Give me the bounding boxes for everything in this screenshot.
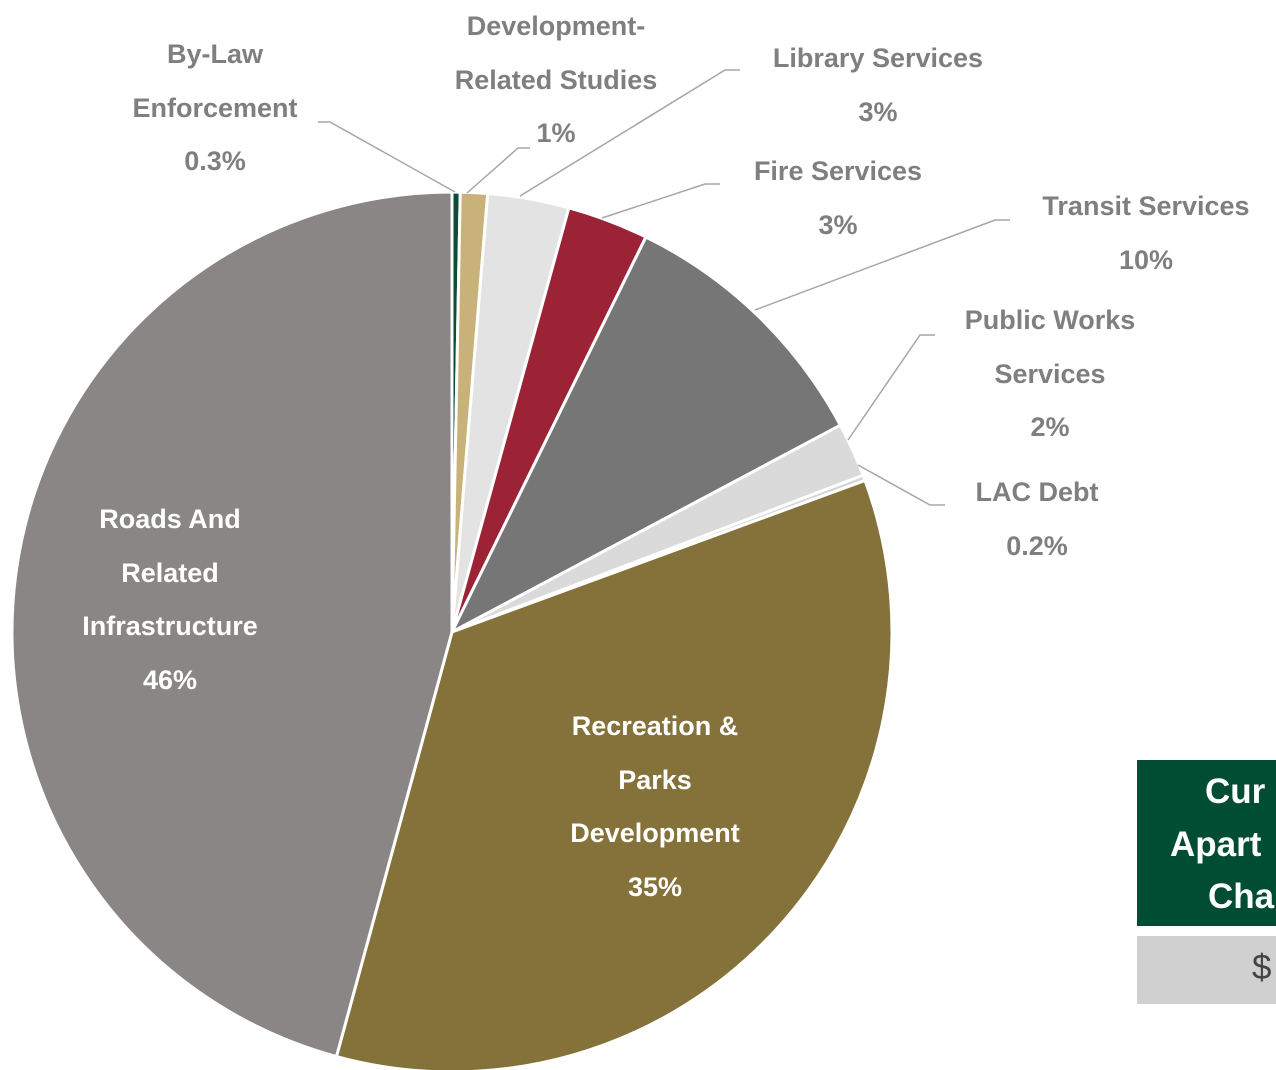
table-header: Cha (1208, 877, 1275, 916)
value-label: 1% (536, 118, 576, 148)
category-name: Recreation & Parks Development (570, 711, 740, 848)
slice-label: Recreation & Parks Development 35% (543, 700, 768, 914)
leader-line (318, 121, 456, 193)
slice-label: Public Works Services 2% (933, 294, 1168, 455)
table-header: Cur (1205, 772, 1266, 811)
value-label: 46% (142, 664, 198, 695)
slice-label: By-Law Enforcement 0.3% (108, 28, 323, 189)
value-label: 35% (627, 871, 683, 902)
table-header: Apart (1170, 825, 1262, 864)
slice-label: Roads And Related Infrastructure 46% (48, 493, 293, 707)
table-cell-bg (1137, 936, 1276, 1004)
category-name: By-Law Enforcement (132, 39, 298, 123)
value-label: 0.3% (184, 146, 246, 176)
category-name: Development-Related Studies (454, 11, 658, 95)
value-label: 0.2% (1006, 530, 1068, 561)
leader-line (519, 69, 740, 197)
slice-label: Library Services 3% (728, 32, 1028, 139)
slice-label: Transit Services 10% (996, 180, 1276, 287)
pie-slice (448, 235, 843, 636)
leader-line (466, 147, 530, 194)
slice-label: Fire Services 3% (708, 145, 968, 252)
pie-slice (334, 478, 894, 1070)
value-label: 3% (858, 96, 898, 127)
slice-label: LAC Debt 0.2% (937, 466, 1137, 573)
category-name: Transit Services (1042, 191, 1250, 221)
value-label: 10% (1118, 244, 1174, 275)
pie-slice (10, 190, 454, 1059)
table-value: $ (1252, 948, 1272, 987)
leader-line (601, 183, 720, 219)
value-label: 2% (1030, 412, 1070, 442)
table-header-bg (1137, 760, 1276, 926)
leader-line (754, 219, 1010, 311)
category-name: Fire Services (753, 156, 923, 186)
value-label: 3% (818, 209, 858, 240)
leader-line (847, 334, 935, 441)
slice-label: Development-Related Studies 1% (425, 0, 687, 161)
category-name: Public Works Services (964, 305, 1136, 389)
leader-line (857, 464, 945, 506)
category-name: Library Services (772, 43, 984, 73)
category-name: Roads And Related Infrastructure (82, 504, 258, 641)
category-name: LAC Debt (975, 477, 1099, 507)
